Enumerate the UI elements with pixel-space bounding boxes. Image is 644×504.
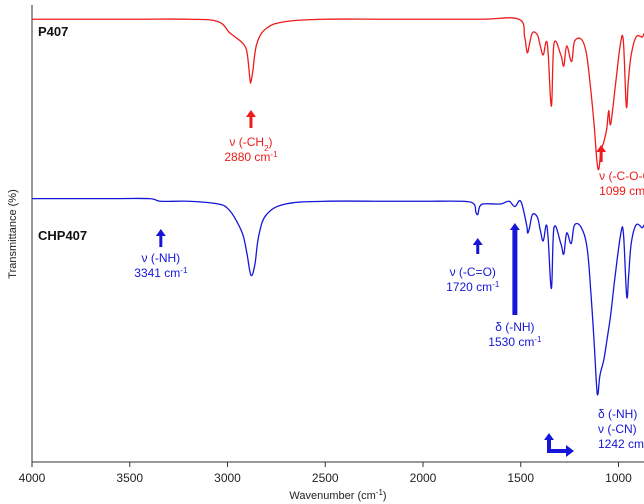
x-tick-label: 2000 <box>410 471 437 485</box>
arrow-coc <box>596 145 607 162</box>
plot-frame <box>31 5 644 463</box>
series-label-p407: P407 <box>38 24 68 39</box>
arrow-nh-bend <box>509 223 520 315</box>
x-tick-label: 1500 <box>507 471 534 485</box>
label-cn: δ (-NH)ν (-CN)1242 cm-1 <box>598 407 644 451</box>
y-axis-title: Transmittance (%) <box>7 189 19 278</box>
series-line-chp407 <box>32 197 644 396</box>
arrow-cn <box>544 433 574 457</box>
series-layer <box>32 17 644 396</box>
label-nh: ν (-NH) 3341 cm-1 <box>134 251 188 280</box>
x-tick-label: 2500 <box>312 471 339 485</box>
x-tick-label: 3500 <box>116 471 143 485</box>
arrow-ch2 <box>245 110 256 128</box>
series-label-chp407: CHP407 <box>38 228 87 243</box>
x-tick-label: 4000 <box>19 471 46 485</box>
x-axis-ticks: 4000350030002500200015001000700 <box>19 462 632 485</box>
arrow-nh <box>155 229 166 247</box>
x-tick-label: 1000 <box>605 471 632 485</box>
arrow-co <box>472 238 483 254</box>
x-axis-title: Wavenumber (cm-1) <box>289 488 386 503</box>
annotation-layer: ν (-CH2)2880 cm-1 ν (-C-O-C-)1099 cm-1 ν (… <box>134 110 644 457</box>
label-nh-bend: δ (-NH) 1530 cm-1 <box>488 320 542 349</box>
series-line-p407 <box>32 17 644 171</box>
label-coc: ν (-C-O-C-)1099 cm-1 <box>599 169 644 198</box>
label-co: ν (-C=O) 1720 cm-1 <box>446 265 500 294</box>
label-ch2: ν (-CH2) 2880 cm-1 <box>224 135 278 164</box>
x-tick-label: 3000 <box>214 471 241 485</box>
